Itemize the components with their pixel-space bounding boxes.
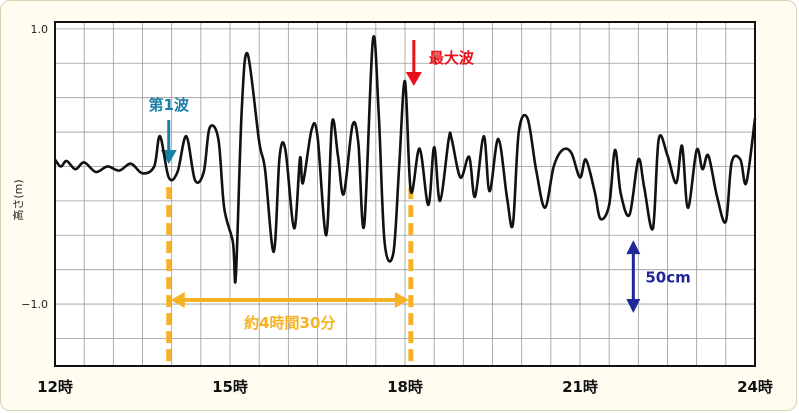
plot-border	[54, 21, 756, 367]
x-ticks: 12時 15時 18時 21時 24時	[37, 378, 773, 396]
interval-label: 約4時間30分	[244, 314, 335, 332]
x-tick-label: 18時	[387, 378, 423, 396]
grid	[55, 22, 755, 366]
interval-arrow-left-head	[170, 291, 185, 308]
scale-bar-up-head	[626, 240, 641, 255]
first-wave-label: 第1波	[149, 96, 190, 114]
y-axis-label: 高さ(m)	[11, 179, 25, 220]
scale-bar-down-head	[626, 298, 641, 313]
wave-series-line	[53, 35, 757, 284]
annotations: 約4時間30分 第1波 最大波 50cm	[149, 40, 691, 362]
interval-arrow-right-head	[394, 291, 409, 308]
x-tick-label: 15時	[212, 378, 248, 396]
y-tick-label: 1.0	[31, 23, 49, 36]
max-wave-arrow-head	[405, 72, 422, 86]
series	[53, 35, 757, 284]
x-tick-label: 24時	[737, 378, 773, 396]
y-tick-label: −1.0	[21, 298, 48, 311]
max-wave-label: 最大波	[429, 49, 475, 67]
y-ticks: 1.0 −1.0	[21, 23, 48, 311]
x-tick-label: 12時	[37, 378, 73, 396]
scale-bar-label: 50cm	[645, 269, 690, 287]
x-tick-label: 21時	[562, 378, 598, 396]
